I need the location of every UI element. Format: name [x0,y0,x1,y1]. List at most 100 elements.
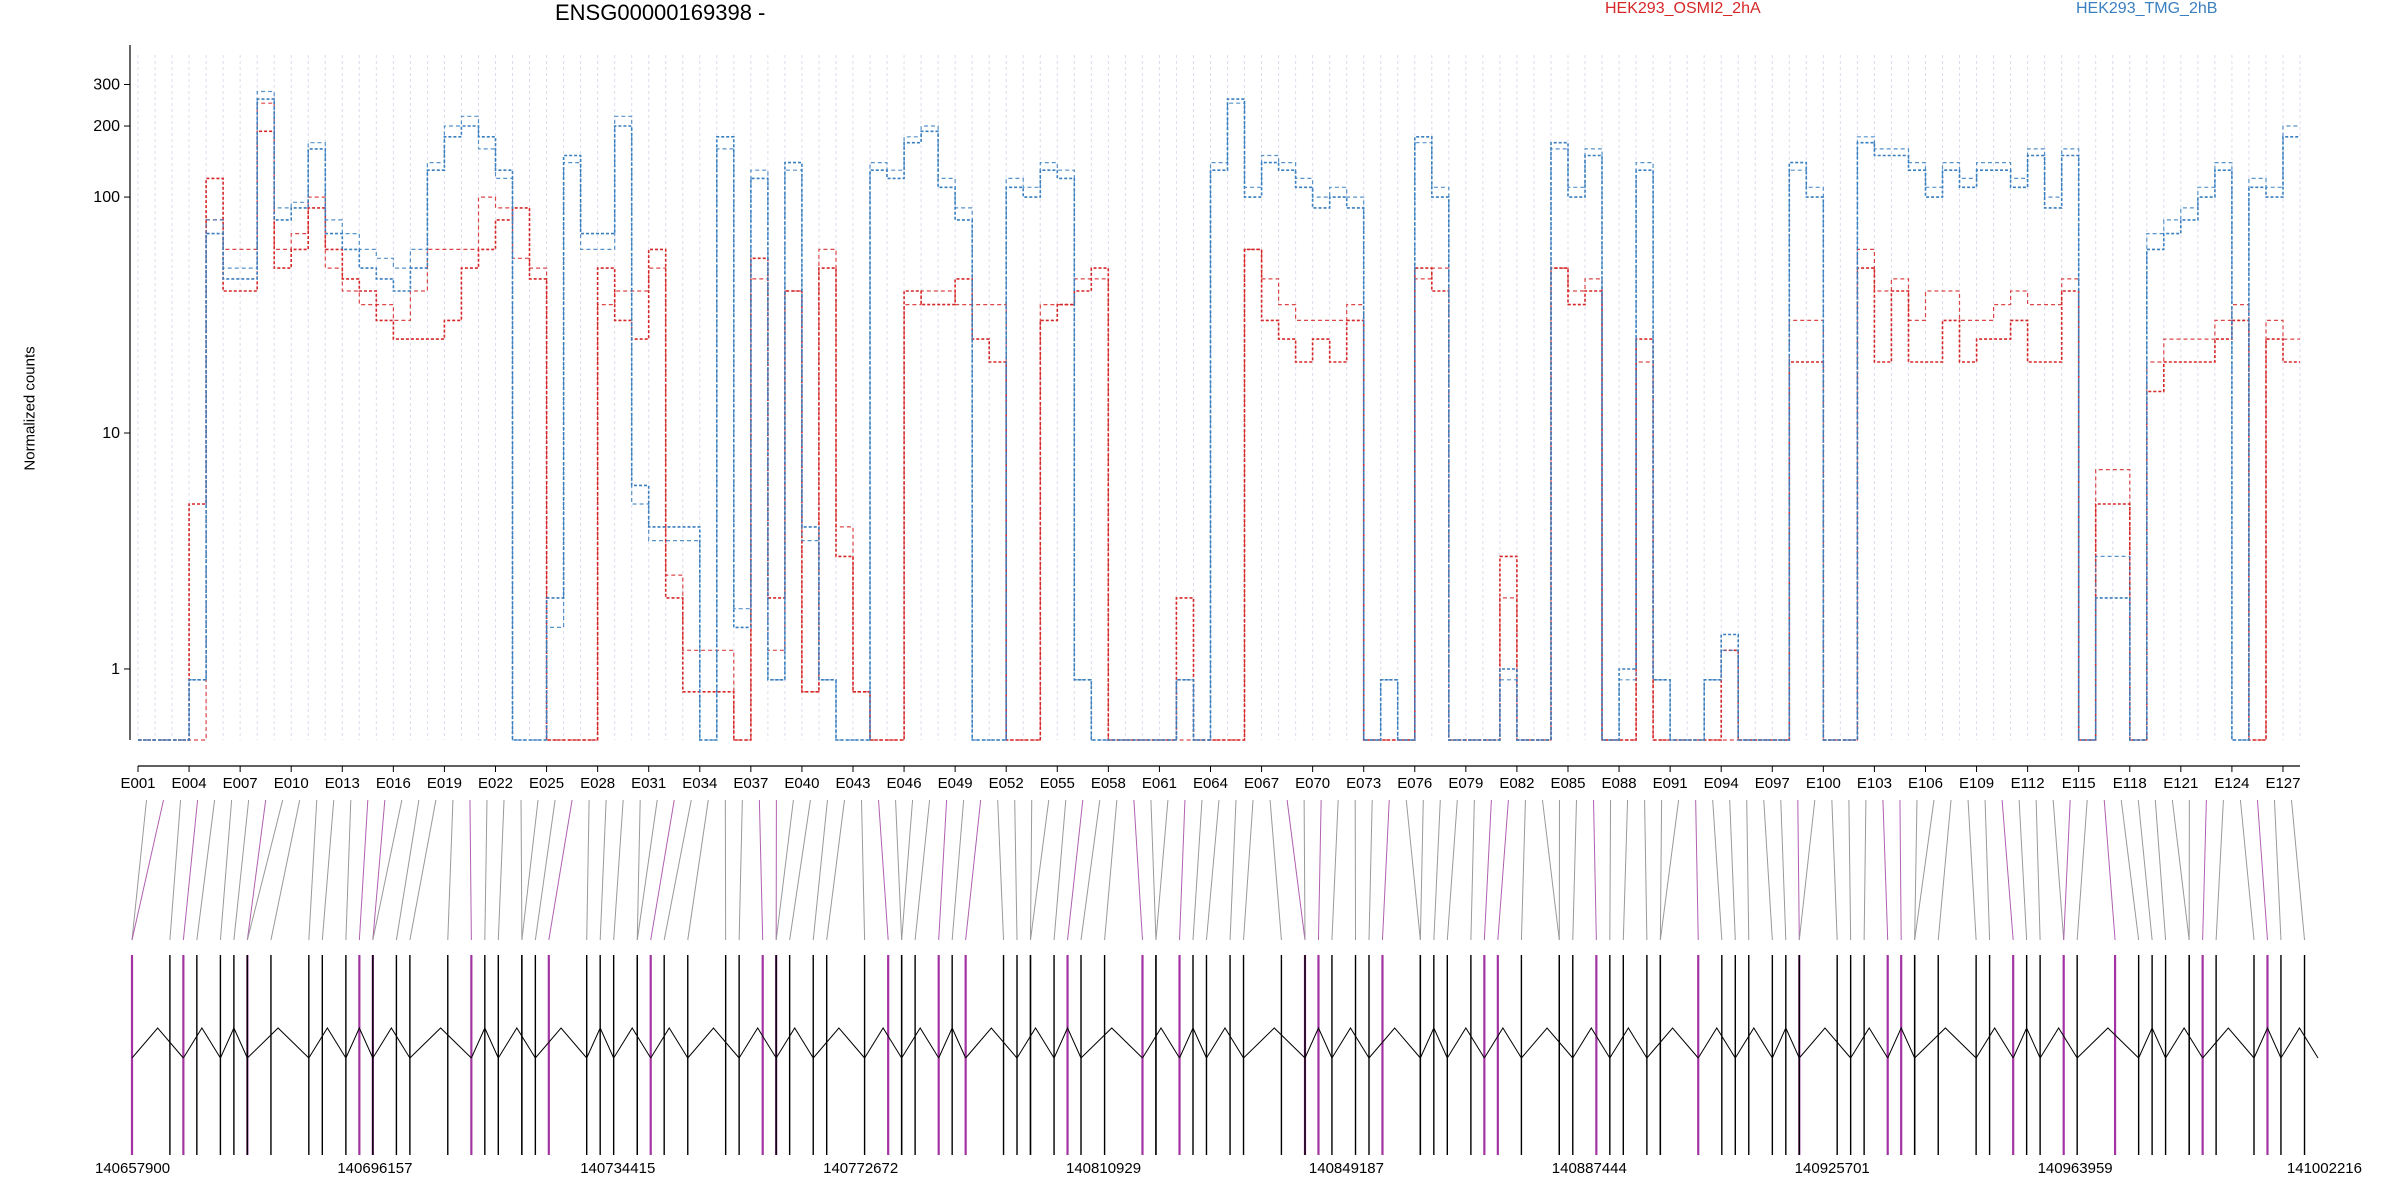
genomic-coord-label: 140887444 [1552,1160,1627,1177]
exon-connector [758,799,764,941]
exon-connector [270,799,301,941]
exon-connector [2202,799,2207,941]
exon-connector [372,799,403,941]
intron-line [586,1026,615,1059]
exon-connector [169,799,182,941]
exon-connector [1014,799,1018,941]
intron-line [372,1027,411,1059]
intron-line [409,1027,472,1059]
exon-connector [1984,799,1991,941]
series-line-1-rep [138,90,2300,741]
intron-line [2202,1027,2255,1059]
intron-line [901,1027,940,1059]
exon-connector [2215,799,2224,941]
exon-connector [1243,799,1254,941]
exon-connector [219,799,233,941]
intron-line [182,1027,221,1059]
x-tick-label: E049 [938,775,973,792]
exon-connector [1763,799,1773,941]
intron-line [219,1026,248,1059]
exon-connector [1729,799,1736,941]
exon-connector [586,799,590,941]
genomic-coord-label: 140772672 [823,1160,898,1177]
exon-connector [246,799,284,941]
x-tick-label: E106 [1908,775,1943,792]
exon-connector [901,799,914,941]
exon-connector [1317,799,1322,941]
y-tick-label: 100 [93,189,120,206]
exon-connector [372,799,386,941]
x-tick-label: E070 [1295,775,1330,792]
x-tick-label: E067 [1244,775,1279,792]
x-tick-label: E085 [1550,775,1585,792]
exon-connector [1368,799,1373,941]
exon-connector [409,799,437,941]
exon-connector [1497,799,1509,941]
exon-connector [878,799,889,941]
x-tick-label: E094 [1704,775,1739,792]
exon-connector [233,799,250,941]
y-tick-label: 10 [102,425,120,442]
exon-connector [484,799,488,941]
intron-line [1419,1026,1448,1059]
exon-connector [650,799,675,941]
exon-connector [548,799,573,941]
intron-line [1080,1027,1143,1059]
exon-connector [613,799,624,941]
exon-connector [469,799,472,941]
exon-connector [1609,799,1612,941]
exon-connector [1331,799,1339,941]
intron-line [938,1026,967,1059]
x-tick-label: E007 [223,775,258,792]
exon-connector [246,799,267,941]
exon-connector [1746,799,1750,941]
exon-connector [1229,799,1237,941]
exon-connector [2137,799,2153,941]
exon-connector [1067,799,1084,941]
x-tick-label: E016 [376,775,411,792]
exon-connector [1155,799,1169,941]
exon-connector [308,799,318,941]
intron-line [1975,1027,2014,1059]
exon-connector [497,799,505,941]
exon-connector [2239,799,2255,941]
exon-connector [1483,799,1492,941]
exon-connector [131,799,148,941]
exon-connector [1192,799,1203,941]
x-tick-label: E025 [529,775,564,792]
exon-connector [2018,799,2028,941]
y-tick-label: 200 [93,118,120,135]
exon-connector [1848,799,1852,941]
intron-line [1016,1027,1055,1059]
exon-connector [534,799,556,941]
intron-line [2165,1027,2204,1059]
exon-connector [636,799,641,941]
exon-connector [1882,799,1889,941]
x-tick-label: E118 [2113,775,2147,792]
intron-line [497,1027,536,1059]
exon-connector [812,799,828,941]
exon-connector [520,799,523,941]
exon-connector [1080,799,1101,941]
x-tick-label: E022 [478,775,513,792]
intron-line [1914,1027,1977,1059]
exon-connector [447,799,454,941]
exon-connector [938,799,948,941]
intron-line [1646,1027,1699,1059]
genomic-coord-label: 140734415 [580,1160,655,1177]
exon-connector [1520,799,1526,941]
intron-line [738,1027,777,1059]
intron-line [1697,1027,1736,1059]
x-tick-label: E079 [1448,775,1483,792]
exon-connector [997,799,1005,941]
exon-connector [826,799,845,941]
exon-connector [1780,799,1787,941]
exon-connector [1914,799,1918,941]
x-tick-label: E124 [2214,775,2249,792]
exon-connector [1286,799,1306,941]
exon-connector [1419,799,1424,941]
x-tick-label: E028 [580,775,615,792]
exon-connector [1572,799,1577,941]
exon-connector [395,799,420,941]
